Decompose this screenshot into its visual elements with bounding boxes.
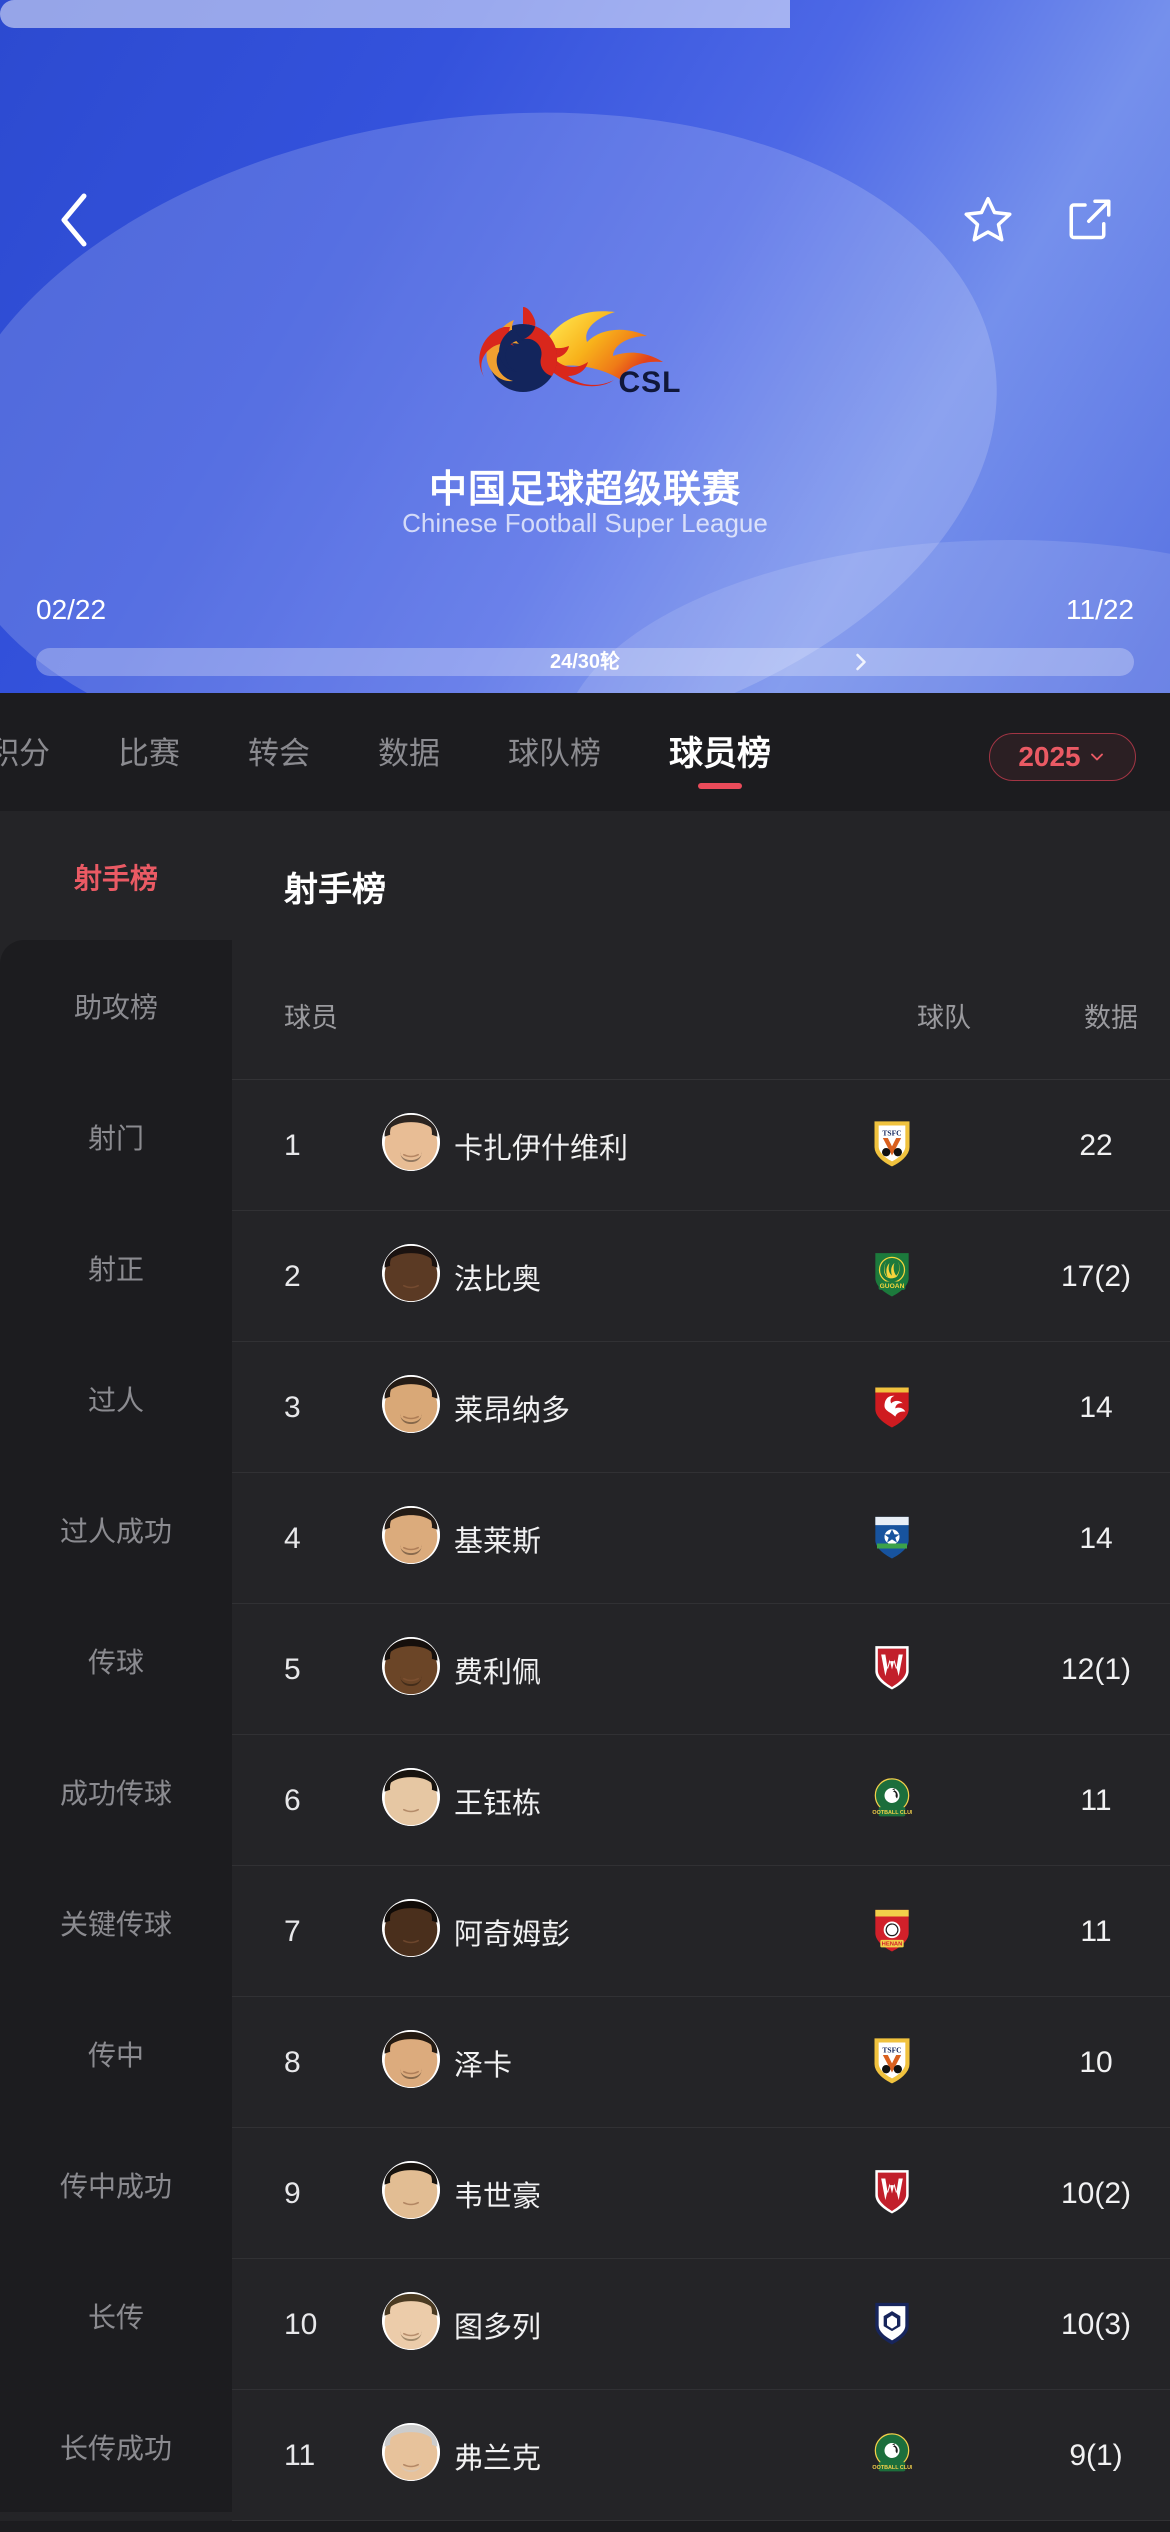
svg-text:FOOTBALL CLUB: FOOTBALL CLUB <box>872 1810 912 1816</box>
svg-text:TSFC: TSFC <box>882 1129 901 1138</box>
svg-text:GUOAN: GUOAN <box>880 1283 905 1290</box>
svg-text:HENAN: HENAN <box>882 1942 903 1948</box>
svg-text:TSFC: TSFC <box>882 2046 901 2055</box>
svg-text:CSL: CSL <box>619 366 682 399</box>
svg-text:FOOTBALL CLUB: FOOTBALL CLUB <box>872 2465 912 2471</box>
